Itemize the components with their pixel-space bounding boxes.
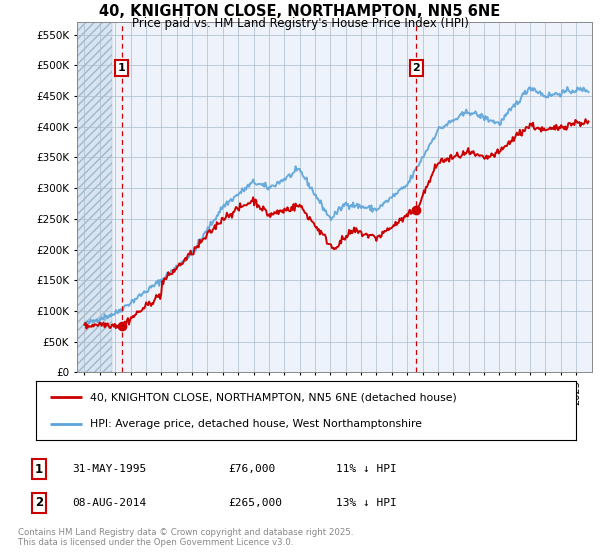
Text: 2: 2	[413, 63, 420, 73]
Text: 1: 1	[35, 463, 43, 476]
Text: HPI: Average price, detached house, West Northamptonshire: HPI: Average price, detached house, West…	[90, 419, 422, 430]
Text: 40, KNIGHTON CLOSE, NORTHAMPTON, NN5 6NE (detached house): 40, KNIGHTON CLOSE, NORTHAMPTON, NN5 6NE…	[90, 392, 457, 402]
Text: 40, KNIGHTON CLOSE, NORTHAMPTON, NN5 6NE: 40, KNIGHTON CLOSE, NORTHAMPTON, NN5 6NE	[100, 4, 500, 19]
Text: £76,000: £76,000	[228, 464, 275, 474]
Text: 11% ↓ HPI: 11% ↓ HPI	[336, 464, 397, 474]
Text: £265,000: £265,000	[228, 498, 282, 508]
Text: 31-MAY-1995: 31-MAY-1995	[72, 464, 146, 474]
Text: Contains HM Land Registry data © Crown copyright and database right 2025.
This d: Contains HM Land Registry data © Crown c…	[18, 528, 353, 547]
Text: 08-AUG-2014: 08-AUG-2014	[72, 498, 146, 508]
Text: 2: 2	[35, 496, 43, 510]
Text: 13% ↓ HPI: 13% ↓ HPI	[336, 498, 397, 508]
Text: 1: 1	[118, 63, 125, 73]
Text: Price paid vs. HM Land Registry's House Price Index (HPI): Price paid vs. HM Land Registry's House …	[131, 17, 469, 30]
